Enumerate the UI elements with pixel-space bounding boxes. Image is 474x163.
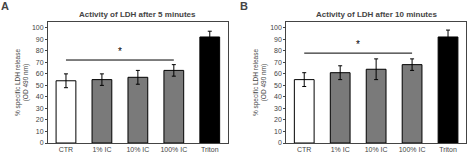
svg-text:10: 10 <box>274 128 282 135</box>
svg-text:30: 30 <box>36 105 44 112</box>
svg-text:70: 70 <box>274 59 282 66</box>
svg-text:90: 90 <box>36 36 44 43</box>
svg-text:Activity of LDH after 5 minute: Activity of LDH after 5 minutes <box>79 10 196 19</box>
svg-text:100% IC: 100% IC <box>160 146 187 153</box>
svg-text:0: 0 <box>278 139 282 146</box>
svg-text:Triton: Triton <box>201 146 219 153</box>
svg-text:90: 90 <box>274 36 282 43</box>
svg-text:*: * <box>356 39 360 50</box>
svg-text:20: 20 <box>274 116 282 123</box>
svg-text:CTR: CTR <box>297 146 311 153</box>
svg-text:10% IC: 10% IC <box>365 146 388 153</box>
svg-text:60: 60 <box>36 70 44 77</box>
svg-text:CTR: CTR <box>59 146 73 153</box>
svg-text:% specific LDH release(OD 490: % specific LDH release(OD 490 nm) <box>14 49 30 117</box>
svg-text:30: 30 <box>274 105 282 112</box>
svg-text:50: 50 <box>274 82 282 89</box>
svg-text:Triton: Triton <box>439 146 457 153</box>
svg-text:1% IC: 1% IC <box>92 146 111 153</box>
svg-text:100: 100 <box>270 24 282 31</box>
svg-text:B: B <box>240 0 248 12</box>
svg-text:70: 70 <box>36 59 44 66</box>
svg-text:40: 40 <box>36 93 44 100</box>
svg-text:60: 60 <box>274 70 282 77</box>
svg-text:1% IC: 1% IC <box>331 146 350 153</box>
svg-text:80: 80 <box>36 47 44 54</box>
svg-text:*: * <box>118 46 122 57</box>
svg-text:80: 80 <box>274 47 282 54</box>
svg-text:50: 50 <box>36 82 44 89</box>
svg-text:10: 10 <box>36 128 44 135</box>
svg-text:100: 100 <box>32 24 44 31</box>
svg-text:% specific LDH release(OD 490: % specific LDH release(OD 490 nm) <box>252 49 268 117</box>
svg-text:40: 40 <box>274 93 282 100</box>
svg-text:100% IC: 100% IC <box>399 146 426 153</box>
svg-text:A: A <box>1 0 9 12</box>
svg-text:Activity of LDH after 10 minut: Activity of LDH after 10 minutes <box>316 10 437 19</box>
svg-text:0: 0 <box>40 139 44 146</box>
svg-text:10% IC: 10% IC <box>126 146 149 153</box>
svg-text:20: 20 <box>36 116 44 123</box>
